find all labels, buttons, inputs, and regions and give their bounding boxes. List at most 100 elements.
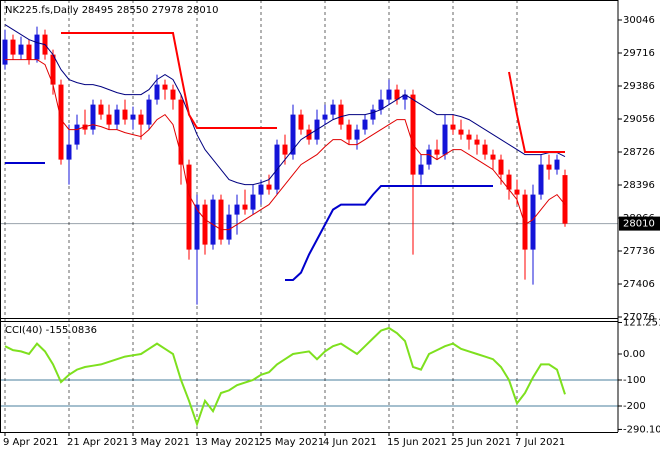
- candle-body: [2, 39, 8, 65]
- candle-body: [298, 114, 304, 130]
- candle-body: [458, 129, 464, 135]
- candle-body: [370, 109, 376, 120]
- candle-body: [210, 199, 216, 245]
- candle-body: [554, 159, 560, 170]
- candle-body: [98, 104, 104, 115]
- x-tick-label: 4 Jun 2021: [323, 437, 377, 448]
- indicator-line: [5, 162, 493, 281]
- candle-body: [258, 184, 264, 195]
- y-tick-label: 121.2519: [623, 317, 660, 328]
- candle-body: [18, 44, 24, 55]
- y-tick-label: 27736: [623, 246, 655, 257]
- y-tick-label: 27406: [623, 279, 655, 290]
- candle-body: [130, 114, 136, 120]
- x-tick-label: 7 Jul 2021: [515, 437, 565, 448]
- candle-body: [466, 134, 472, 140]
- candle-body: [186, 164, 192, 250]
- y-tick-label: 28396: [623, 180, 655, 191]
- candle-body: [218, 199, 224, 240]
- x-tick-label: 25 May 2021: [259, 437, 324, 448]
- candle-body: [562, 175, 568, 224]
- indicator-line: [61, 32, 565, 153]
- y-tick-label: 0.00: [623, 349, 645, 360]
- candle-body: [234, 204, 240, 215]
- candle-body: [418, 164, 424, 175]
- candle-body: [482, 144, 488, 155]
- indicator-line: [5, 59, 566, 231]
- candle-body: [378, 99, 384, 110]
- y-tick-label: 28726: [623, 147, 655, 158]
- candle-body: [498, 159, 504, 175]
- y-tick-label: 30046: [623, 15, 655, 26]
- candle-body: [290, 114, 296, 155]
- candle-body: [226, 214, 232, 240]
- candle-body: [154, 84, 160, 100]
- candle-body: [194, 204, 200, 250]
- candle-body: [410, 94, 416, 175]
- candle-body: [74, 124, 80, 145]
- candle-body: [538, 164, 544, 195]
- last-price-label: 28010: [623, 219, 655, 230]
- candle-body: [442, 124, 448, 155]
- candle-body: [50, 54, 56, 85]
- candle-body: [202, 204, 208, 245]
- candle-body: [530, 194, 536, 250]
- candle-body: [274, 144, 280, 190]
- candle-body: [386, 89, 392, 100]
- candle-body: [546, 164, 552, 170]
- y-tick-label: -290.103: [623, 424, 660, 435]
- candle-body: [106, 114, 112, 125]
- candle-body: [26, 44, 32, 60]
- y-tick-label: 29056: [623, 114, 655, 125]
- x-tick-label: 25 Jun 2021: [451, 437, 511, 448]
- x-tick-label: 9 Apr 2021: [3, 437, 58, 448]
- candle-body: [402, 94, 408, 100]
- candle-body: [282, 144, 288, 155]
- candle-body: [346, 124, 352, 140]
- indicator-title: CCI(40) -155.0836: [5, 325, 97, 336]
- indicator-line: [4, 24, 566, 186]
- y-tick-label: 29716: [623, 48, 655, 59]
- x-tick-label: 15 Jun 2021: [387, 437, 447, 448]
- candle-body: [138, 114, 144, 125]
- chart-title: NK225.fs,Daily 28495 28550 27978 28010: [5, 5, 218, 16]
- candle-body: [474, 139, 480, 145]
- x-tick-label: 21 Apr 2021: [67, 437, 129, 448]
- candle-body: [58, 84, 64, 160]
- candle-body: [178, 99, 184, 165]
- candle-body: [34, 34, 40, 60]
- candle-body: [66, 144, 72, 160]
- candle-body: [250, 194, 256, 210]
- candle-body: [394, 89, 400, 100]
- candle-body: [322, 114, 328, 120]
- x-tick-label: 13 May 2021: [195, 437, 260, 448]
- y-tick-label: 27076: [623, 312, 655, 323]
- last-price-box: [619, 216, 660, 231]
- x-tick-label: 3 May 2021: [131, 437, 190, 448]
- candle-body: [434, 149, 440, 155]
- y-tick-label: -200: [623, 401, 646, 412]
- candle-body: [506, 174, 512, 190]
- candle-body: [266, 184, 272, 190]
- y-tick-label: -100: [623, 375, 646, 386]
- candle-body: [170, 89, 176, 100]
- candle-body: [122, 109, 128, 120]
- candle-body: [514, 189, 520, 195]
- candle-body: [146, 99, 152, 125]
- cci-line: [4, 326, 566, 428]
- y-tick-label: 29386: [623, 81, 655, 92]
- candle-body: [522, 194, 528, 250]
- candle-body: [338, 104, 344, 125]
- candle-body: [330, 104, 336, 115]
- candle-body: [242, 204, 248, 210]
- candle-body: [90, 104, 96, 130]
- candle-body: [162, 84, 168, 90]
- candle-body: [114, 109, 120, 125]
- candle-body: [450, 124, 456, 130]
- candle-body: [490, 154, 496, 160]
- candle-body: [426, 149, 432, 165]
- candle-body: [362, 119, 368, 130]
- candle-body: [354, 129, 360, 140]
